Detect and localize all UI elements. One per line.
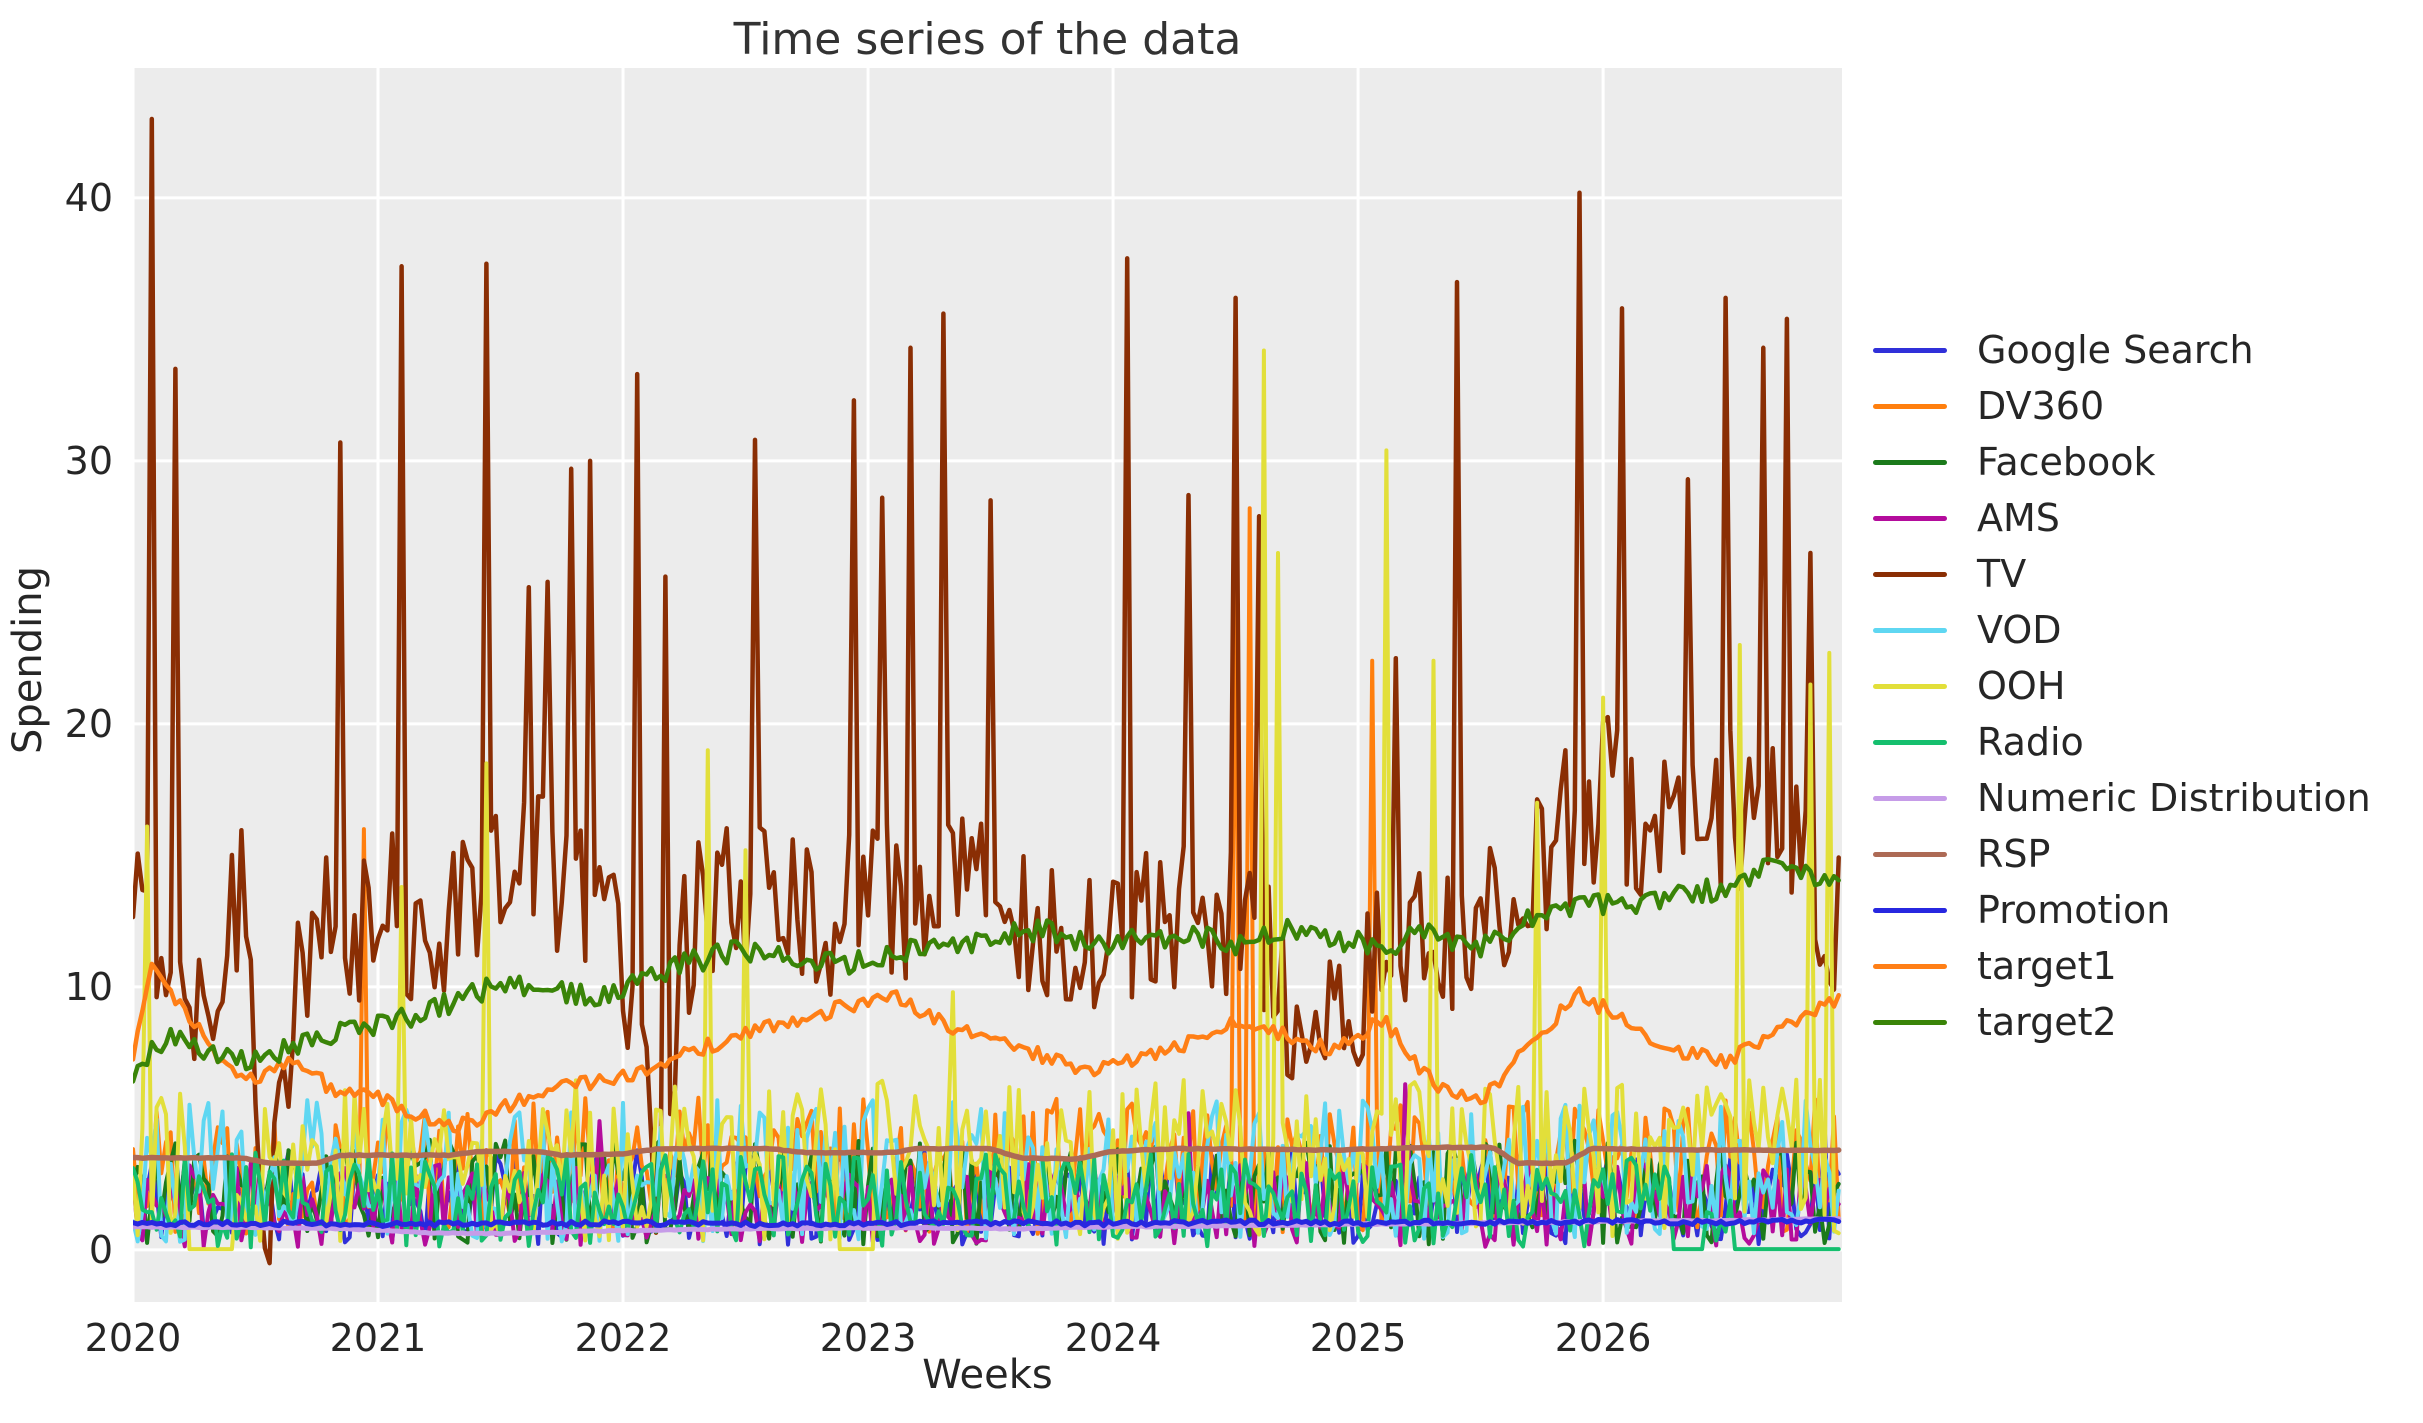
x-tick-label: 2026 [1554, 1316, 1652, 1360]
legend-label: VOD [1977, 608, 2062, 652]
legend-item: TV [1873, 546, 2371, 602]
legend-swatch [1873, 627, 1947, 633]
legend-item: target2 [1873, 994, 2371, 1050]
x-tick-label: 2025 [1309, 1316, 1407, 1360]
x-tick-label: 2020 [84, 1316, 182, 1360]
x-tick-label: 2024 [1064, 1316, 1162, 1360]
legend-item: Numeric Distribution [1873, 770, 2371, 826]
legend-swatch [1873, 851, 1947, 857]
chart-title: Time series of the data [733, 14, 1242, 65]
legend-swatch [1873, 739, 1947, 745]
x-tick-label: 2022 [574, 1316, 672, 1360]
series-line-promotion [133, 1216, 1842, 1229]
legend-label: OOH [1977, 664, 2066, 708]
series-line-ooh [133, 348, 1841, 1252]
legend-swatch [1873, 683, 1947, 689]
legend-swatch [1873, 571, 1947, 577]
legend-swatch [1873, 1019, 1947, 1025]
legend-swatch [1873, 515, 1947, 521]
legend-item: Google Search [1873, 322, 2371, 378]
legend-label: target1 [1977, 944, 2117, 988]
y-tick-label: 40 [64, 175, 113, 220]
series-line-target1 [133, 961, 1841, 1135]
legend-swatch [1873, 347, 1947, 353]
legend-swatch [1873, 459, 1947, 465]
legend-item: DV360 [1873, 378, 2371, 434]
legend-swatch [1873, 963, 1947, 969]
y-tick-label: 0 [88, 1227, 113, 1272]
series-line-vod [133, 1098, 1841, 1244]
legend-item: Radio [1873, 714, 2371, 770]
legend-label: Numeric Distribution [1977, 776, 2371, 820]
legend-swatch [1873, 907, 1947, 913]
legend-label: target2 [1977, 1000, 2117, 1044]
legend-item: Promotion [1873, 882, 2371, 938]
series-line-rsp [133, 1144, 1842, 1167]
legend-label: Promotion [1977, 888, 2171, 932]
legend-label: TV [1977, 552, 2027, 596]
x-tick-label: 2023 [819, 1316, 917, 1360]
legend-label: Facebook [1977, 440, 2156, 484]
legend-swatch [1873, 403, 1947, 409]
x-axis-label: Weeks [922, 1352, 1053, 1398]
legend-item: AMS [1873, 490, 2371, 546]
legend-item: target1 [1873, 938, 2371, 994]
series-line-target2 [133, 856, 1841, 1084]
y-tick-label: 10 [64, 964, 113, 1009]
legend-label: RSP [1977, 832, 2051, 876]
legend-swatch [1873, 795, 1947, 801]
x-tick-label: 2021 [329, 1316, 427, 1360]
legend-item: VOD [1873, 602, 2371, 658]
legend-item: RSP [1873, 826, 2371, 882]
legend-item: Facebook [1873, 434, 2371, 490]
legend-item: OOH [1873, 658, 2371, 714]
y-tick-label: 20 [64, 701, 113, 746]
legend: Google Search DV360 Facebook AMS TV VOD OOH Rad… [1873, 322, 2371, 1050]
legend-label: Google Search [1977, 328, 2254, 372]
series-line-tv [133, 116, 1841, 1266]
y-tick-label: 30 [64, 438, 113, 483]
series-line-ams [133, 1082, 1841, 1249]
legend-label: AMS [1977, 496, 2060, 540]
legend-label: DV360 [1977, 384, 2105, 428]
legend-label: Radio [1977, 720, 2084, 764]
